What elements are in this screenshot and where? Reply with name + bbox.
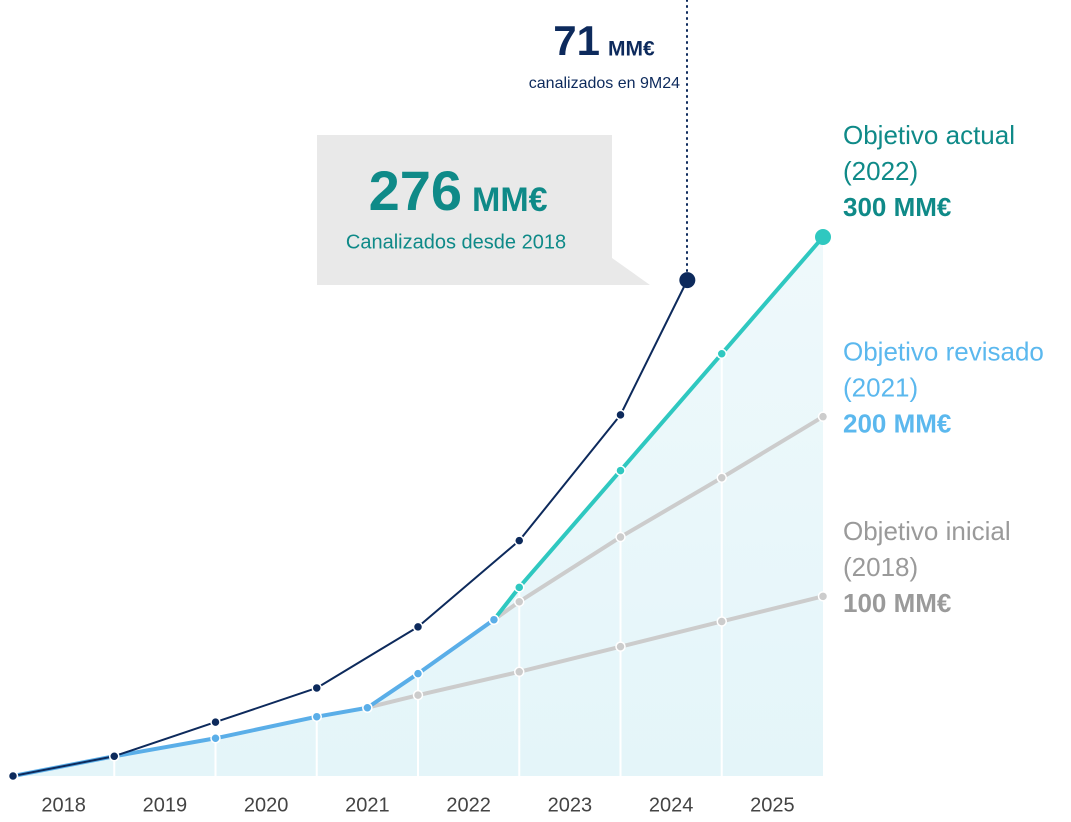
data-point: [514, 535, 525, 546]
x-tick-label: 2019: [143, 794, 188, 816]
x-tick-label: 2023: [548, 794, 593, 816]
data-point: [615, 641, 626, 652]
x-tick-label: 2022: [446, 794, 491, 816]
legend-name: Objetivo revisado: [843, 337, 1044, 367]
legend-value: 300 MM€: [843, 192, 951, 222]
data-point: [615, 409, 626, 421]
total-text: Canalizados desde 2018: [346, 231, 566, 253]
data-point: [7, 770, 19, 782]
series-line: [366, 594, 824, 710]
data-point: [311, 682, 322, 694]
data-point: [815, 229, 831, 245]
data-point: [514, 666, 525, 678]
data-point: [210, 716, 221, 728]
total-value: 276: [369, 159, 462, 222]
legend-year: (2018): [843, 552, 918, 582]
legend-year: (2022): [843, 156, 918, 186]
legend-name: Objetivo actual: [843, 120, 1015, 150]
series-line: [12, 279, 689, 777]
legend-value: 100 MM€: [843, 588, 951, 618]
x-tick-label: 2024: [649, 794, 694, 816]
data-point: [817, 411, 829, 422]
data-point: [514, 596, 525, 607]
data-point: [109, 750, 120, 762]
x-tick-label: 2020: [244, 794, 289, 816]
callout-box: [317, 135, 650, 285]
data-point: [716, 348, 727, 360]
data-point: [615, 531, 626, 543]
x-tick-label: 2021: [345, 794, 390, 816]
total-unit: MM€: [472, 181, 548, 219]
data-point: [412, 689, 424, 701]
latest-unit: MM€: [608, 38, 655, 61]
data-point: [210, 733, 221, 744]
data-point: [615, 465, 626, 476]
latest-value: 71: [553, 17, 600, 64]
data-point: [716, 472, 727, 484]
data-point: [362, 702, 373, 713]
legend-name: Objetivo inicial: [843, 516, 1011, 546]
data-point: [311, 711, 322, 722]
data-point: [514, 582, 525, 593]
x-tick-label: 2018: [41, 794, 86, 816]
data-point: [488, 614, 500, 625]
latest-text: canalizados en 9M24: [529, 75, 680, 92]
data-point: [817, 591, 829, 602]
data-point: [679, 272, 696, 289]
data-point: [716, 616, 727, 627]
legend-value: 200 MM€: [843, 409, 951, 439]
x-tick-label: 2025: [750, 794, 795, 816]
legend-year: (2021): [843, 373, 918, 403]
data-point: [412, 621, 424, 633]
data-point: [412, 668, 424, 679]
